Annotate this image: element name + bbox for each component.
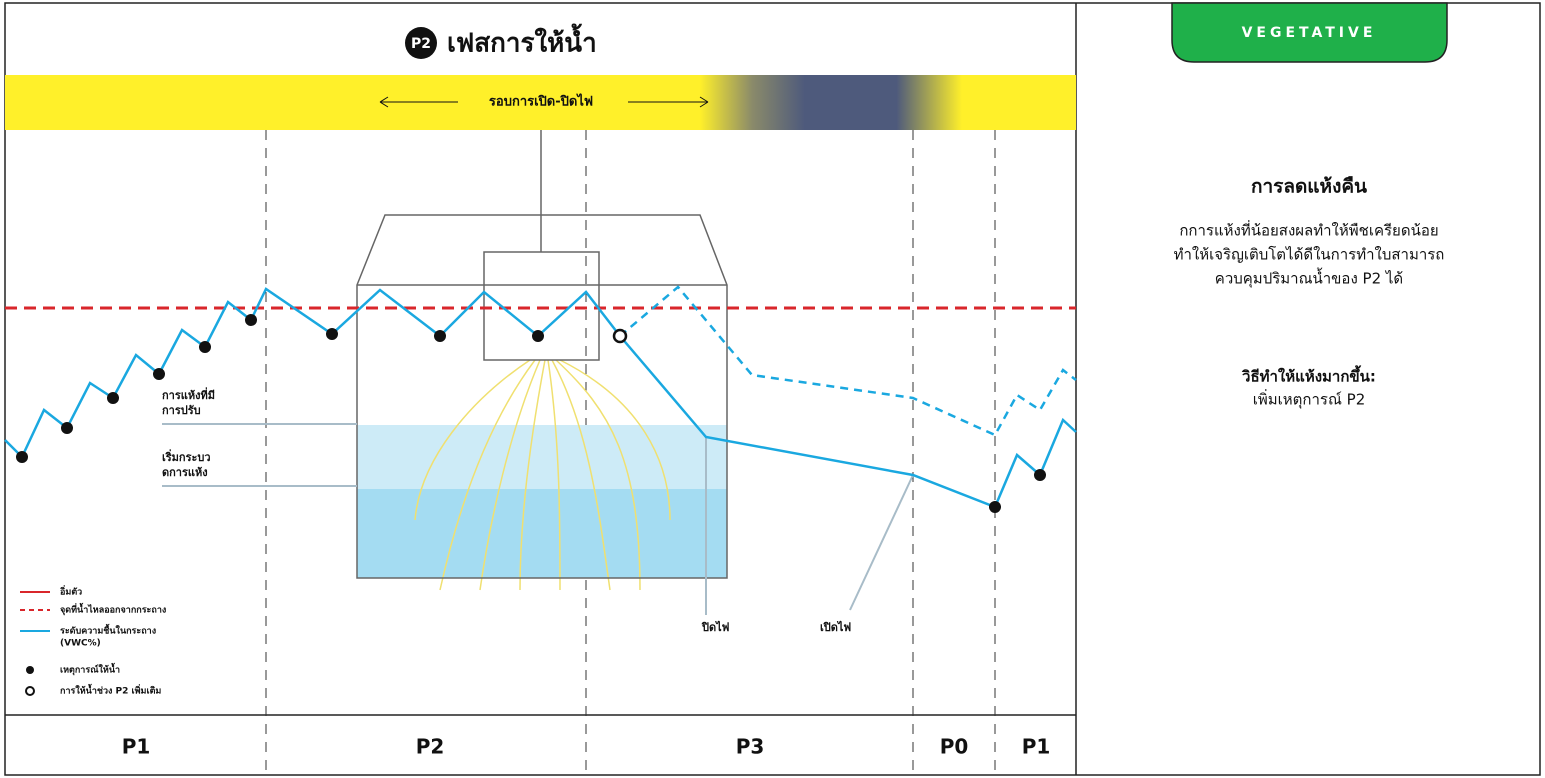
legend-key	[26, 666, 34, 674]
sidebar-body: กการแห้งที่น้อยสงผลทำให้พืชเครียดน้อย	[1179, 220, 1438, 240]
badge-text: P2	[411, 36, 431, 52]
banner-label: รอบการเปิด-ปิดไฟ	[489, 93, 593, 110]
pot	[356, 214, 728, 579]
legend-label: อิ่มตัว	[59, 585, 82, 598]
label: เริ่มกระบว	[162, 449, 211, 464]
sidebar-heading: การลดแห้งคืน	[1251, 176, 1367, 198]
legend-label: การให้น้ำช่วง P2 เพิ่มเติม	[60, 684, 161, 697]
irrigation-events	[16, 314, 1046, 513]
phase-label: P2	[416, 735, 445, 759]
water-upper	[357, 425, 727, 489]
label: ปิดไฟ	[701, 620, 730, 634]
legend-label: (VWC%)	[60, 639, 101, 649]
legend-label: เหตุการณ์ให้น้ำ	[60, 663, 120, 676]
title: เฟสการให้น้ำ	[447, 23, 597, 59]
legend-label: ระดับความชื้นในกระถาง	[60, 624, 156, 637]
legend-label: จุดที่น้ำไหลออกจากกระถาง	[60, 603, 166, 616]
label: ดการแห้ง	[162, 466, 208, 479]
banner-arrows	[379, 96, 709, 108]
stage-text: VEGETATIVE	[1242, 25, 1377, 41]
roots	[414, 359, 671, 591]
phase-label: P1	[1022, 735, 1051, 759]
badge	[405, 27, 437, 59]
frame	[4, 2, 1541, 776]
extra-event	[612, 328, 628, 344]
phase-label: P0	[940, 735, 969, 759]
stage-tag	[1171, 2, 1448, 63]
phase-label: P1	[122, 735, 151, 759]
night-band	[700, 75, 962, 130]
legend-key	[25, 686, 35, 696]
phase-label: P3	[736, 735, 765, 759]
tip-body: เพิ่มเหตุการณ์ P2	[1253, 389, 1366, 410]
water-lower	[357, 489, 727, 578]
sidebar-body: ควบคุมปริมาณน้ำของ P2 ได้	[1215, 268, 1403, 289]
label: การแห้งที่มี	[162, 387, 215, 402]
sidebar-body: ทำให้เจริญเติบโตได้ดีในการทำใบสามารถ	[1174, 246, 1445, 264]
leaders	[162, 423, 914, 615]
label: การปรับ	[162, 404, 201, 417]
tip-heading: วิธีทำให้แห้งมากขึ้น:	[1241, 365, 1375, 386]
label: เปิดไฟ	[820, 620, 851, 634]
vwc-line-alt	[619, 285, 1077, 437]
